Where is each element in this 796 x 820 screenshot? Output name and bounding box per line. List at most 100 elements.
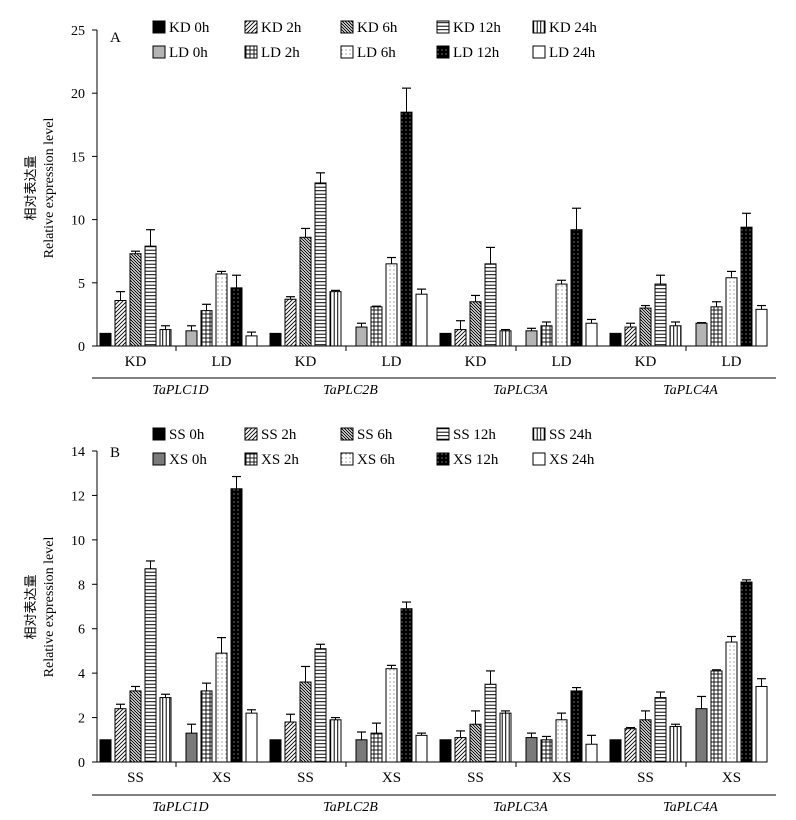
- gene-label: TaPLC2B: [323, 800, 378, 815]
- legend-swatch: [244, 45, 258, 59]
- bar-kd-2h-taplc3a: [454, 329, 467, 347]
- y-tick-label: 2: [78, 712, 85, 727]
- condition-label: SS: [637, 770, 654, 786]
- bar-xs-6h-taplc4a: [725, 641, 738, 763]
- gene-label: TaPLC1D: [152, 800, 208, 815]
- panel-a-letter: A: [110, 30, 121, 46]
- legend-label: SS 6h: [357, 427, 393, 443]
- y-tick-label: 6: [78, 623, 85, 638]
- bar-ld-12h-taplc3a: [570, 229, 583, 347]
- y-tick-label: 14: [71, 445, 85, 460]
- bar-ld-0h-taplc3a: [525, 330, 538, 347]
- condition-label: KD: [635, 354, 657, 370]
- bar-kd-0h-taplc4a: [609, 332, 622, 347]
- bar-ld-0h-taplc1d: [185, 330, 198, 347]
- gene-label: TaPLC2B: [323, 383, 378, 398]
- panel-a-ylabel-cn: 相对表达量: [24, 155, 39, 220]
- bar-kd-24h-taplc3a: [499, 330, 512, 347]
- bar-kd-12h-taplc4a: [654, 283, 667, 347]
- panel-b-letter: B: [110, 445, 120, 461]
- bar-xs-6h-taplc1d: [215, 652, 228, 763]
- bar-ld-12h-taplc1d: [230, 287, 243, 347]
- condition-label: XS: [212, 770, 231, 786]
- bar-ld-24h-taplc4a: [755, 308, 768, 347]
- legend-label: XS 2h: [261, 452, 299, 468]
- legend-swatch: [152, 20, 166, 34]
- bar-ss-2h-taplc1d: [114, 708, 127, 763]
- legend-swatch: [152, 452, 166, 466]
- bar-ld-12h-taplc2b: [400, 111, 413, 347]
- panel-b-y-ticks: 0 2 4 6 8 10 12 14: [71, 445, 97, 771]
- condition-label: KD: [465, 354, 487, 370]
- condition-label: LD: [382, 354, 402, 370]
- legend-swatch: [436, 45, 450, 59]
- bar-kd-24h-taplc1d: [159, 329, 172, 347]
- y-tick-label: 12: [71, 489, 85, 504]
- bar-xs-12h-taplc4a: [740, 581, 753, 763]
- bar-ld-6h-taplc2b: [385, 263, 398, 347]
- legend-label: KD 24h: [549, 20, 597, 36]
- bar-ld-24h-taplc1d: [245, 335, 258, 347]
- condition-label: LD: [212, 354, 232, 370]
- bar-ss-12h-taplc4a: [654, 697, 667, 763]
- condition-label: SS: [127, 770, 144, 786]
- legend-swatch: [244, 427, 258, 441]
- legend-label: LD 0h: [169, 45, 208, 61]
- bar-xs-2h-taplc2b: [370, 732, 383, 763]
- gene-label: TaPLC4A: [663, 383, 718, 398]
- condition-label: KD: [295, 354, 317, 370]
- bar-ld-24h-taplc3a: [585, 322, 598, 347]
- bar-ss-12h-taplc2b: [314, 648, 327, 763]
- bar-ld-2h-taplc4a: [710, 306, 723, 347]
- legend-swatch: [436, 427, 450, 441]
- bar-ld-2h-taplc2b: [370, 306, 383, 347]
- panel-a-bars: [99, 87, 768, 347]
- bar-xs-2h-taplc4a: [710, 670, 723, 763]
- bar-ss-24h-taplc1d: [159, 697, 172, 763]
- bar-ss-0h-taplc2b: [269, 739, 282, 763]
- bar-ss-2h-taplc2b: [284, 721, 297, 763]
- bar-ss-6h-taplc2b: [299, 681, 312, 763]
- bar-xs-12h-taplc1d: [230, 488, 243, 763]
- bar-ss-24h-taplc2b: [329, 719, 342, 763]
- bar-xs-24h-taplc4a: [755, 685, 768, 763]
- y-tick-label: 25: [71, 24, 85, 39]
- gene-label: TaPLC1D: [152, 383, 208, 398]
- legend-swatch: [532, 427, 546, 441]
- bar-kd-0h-taplc3a: [439, 332, 452, 347]
- legend-swatch: [244, 452, 258, 466]
- panel-b-legend: SS 0h SS 2h SS 6h SS 12h SS 24h XS 0h XS 2h XS …: [152, 427, 595, 468]
- panel-a-x-labels: KD LD KD LD KD LD KD LD: [125, 346, 742, 370]
- legend-label: KD 6h: [357, 20, 398, 36]
- legend-swatch: [532, 20, 546, 34]
- bar-kd-6h-taplc1d: [129, 253, 142, 347]
- condition-label: LD: [552, 354, 572, 370]
- bar-ld-2h-taplc3a: [540, 325, 553, 347]
- bar-ld-24h-taplc2b: [415, 293, 428, 347]
- bar-ss-2h-taplc3a: [454, 737, 467, 763]
- bar-ld-6h-taplc1d: [215, 273, 228, 347]
- y-tick-label: 10: [71, 214, 85, 229]
- legend-label: SS 0h: [169, 427, 205, 443]
- bar-ss-24h-taplc3a: [499, 712, 512, 763]
- legend-label: SS 24h: [549, 427, 592, 443]
- bar-xs-12h-taplc3a: [570, 690, 583, 763]
- bar-xs-6h-taplc2b: [385, 668, 398, 763]
- bar-ld-6h-taplc4a: [725, 277, 738, 347]
- bar-xs-6h-taplc3a: [555, 719, 568, 763]
- condition-label: KD: [125, 354, 147, 370]
- panel-b-bars: [99, 475, 768, 763]
- bar-kd-12h-taplc2b: [314, 182, 327, 347]
- legend-label: KD 2h: [261, 20, 302, 36]
- condition-label: SS: [467, 770, 484, 786]
- legend-label: KD 12h: [453, 20, 501, 36]
- bar-ld-0h-taplc4a: [695, 322, 708, 347]
- bar-xs-0h-taplc1d: [185, 732, 198, 763]
- bar-xs-0h-taplc2b: [355, 739, 368, 763]
- bar-kd-2h-taplc2b: [284, 298, 297, 347]
- bar-ld-6h-taplc3a: [555, 283, 568, 347]
- legend-swatch: [340, 427, 354, 441]
- panel-b-x-labels: SS XS SS XS SS XS SS XS: [127, 762, 741, 786]
- bar-ss-24h-taplc4a: [669, 725, 682, 763]
- y-tick-label: 8: [78, 578, 85, 593]
